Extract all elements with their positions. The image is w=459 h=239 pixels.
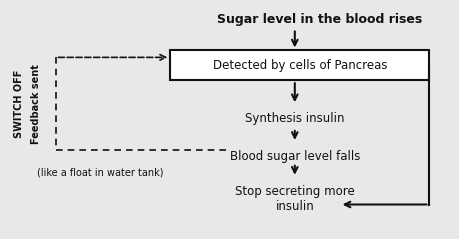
Text: Stop secreting more
insulin: Stop secreting more insulin	[235, 185, 355, 213]
Text: SWITCH OFF: SWITCH OFF	[14, 69, 24, 138]
Text: Feedback sent: Feedback sent	[31, 64, 40, 144]
Text: Blood sugar level falls: Blood sugar level falls	[230, 150, 360, 163]
Text: Sugar level in the blood rises: Sugar level in the blood rises	[217, 13, 422, 26]
Text: Synthesis insulin: Synthesis insulin	[245, 112, 345, 125]
Text: Detected by cells of Pancreas: Detected by cells of Pancreas	[213, 59, 387, 72]
Bar	[170, 50, 429, 80]
Text: (like a float in water tank): (like a float in water tank)	[37, 168, 164, 178]
